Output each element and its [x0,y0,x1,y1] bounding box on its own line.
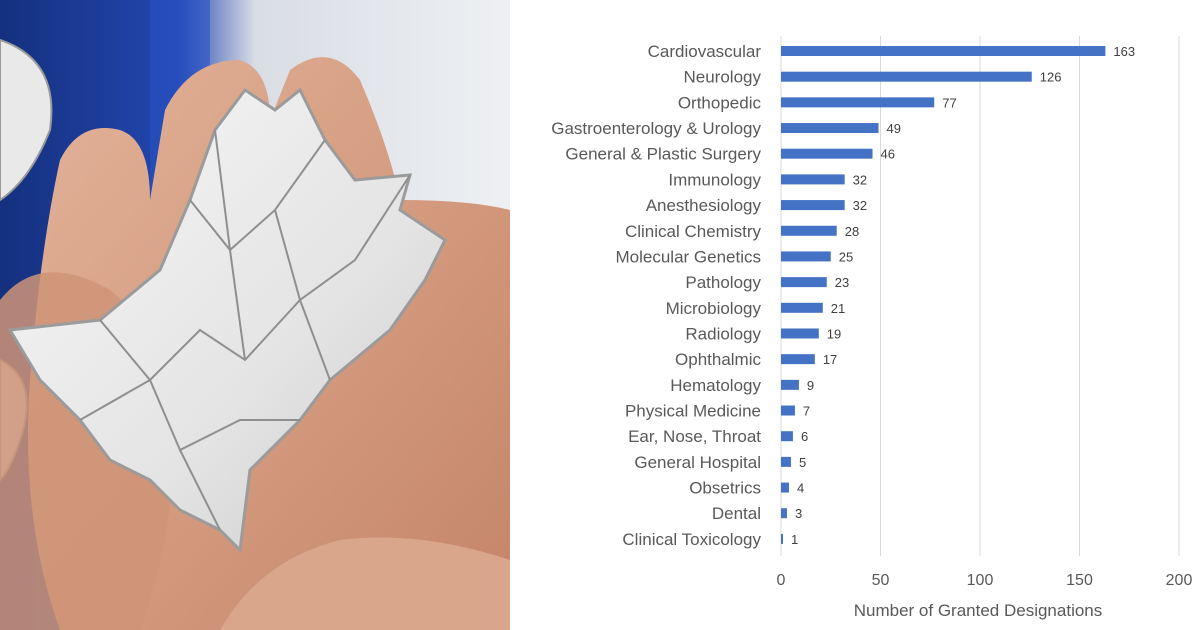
bar-5 [781,148,873,159]
data-label-9: 25 [839,249,853,264]
bar-9 [781,251,831,262]
category-label-18: Obsetrics [689,479,761,498]
category-label-12: Radiology [685,324,761,343]
data-label-13: 17 [823,352,837,367]
bar-15 [781,405,795,416]
data-label-14: 9 [807,378,814,393]
category-label-10: Pathology [685,273,761,292]
x-tick-label-50: 50 [872,572,890,589]
category-label-4: Gastroenterology & Urology [551,119,761,138]
bar-12 [781,328,819,339]
data-label-12: 19 [827,326,841,341]
data-label-20: 1 [791,532,798,547]
bar-13 [781,354,815,365]
x-tick-label-150: 150 [1066,572,1093,589]
category-label-1: Cardiovascular [648,42,762,61]
category-label-13: Ophthalmic [675,350,761,369]
data-label-2: 126 [1040,70,1062,85]
bar-4 [781,123,879,134]
bar-7 [781,200,845,211]
category-label-11: Microbiology [666,299,762,318]
bar-14 [781,379,799,390]
bar-19 [781,508,787,519]
x-tick-label-100: 100 [967,572,994,589]
bar-10 [781,277,827,288]
bar-17 [781,456,791,467]
bar-3 [781,97,935,108]
bar-18 [781,482,789,493]
data-label-5: 46 [881,147,895,162]
data-label-16: 6 [801,429,808,444]
category-label-20: Clinical Toxicology [622,530,761,549]
bar-11 [781,302,823,313]
data-label-4: 49 [887,121,901,136]
chart-area: 0 50 100 150 200 Cardiovascular 163 Neurology 12… [510,0,1200,630]
bar-16 [781,431,793,442]
x-tick-label-0: 0 [777,572,786,589]
category-label-16: Ear, Nose, Throat [628,427,761,446]
x-axis-title: Number of Granted Designations [854,601,1103,620]
category-label-8: Clinical Chemistry [625,222,762,241]
category-label-3: Orthopedic [678,93,762,112]
data-label-10: 23 [835,275,849,290]
category-label-6: Immunology [668,170,761,189]
data-label-6: 32 [853,172,867,187]
data-label-19: 3 [795,506,802,521]
data-label-17: 5 [799,455,806,470]
data-label-18: 4 [797,481,804,496]
data-label-3: 77 [942,95,956,110]
category-label-7: Anesthesiology [646,196,762,215]
category-label-9: Molecular Genetics [615,247,761,266]
bar-1 [781,46,1106,56]
category-label-5: General & Plastic Surgery [565,145,761,164]
category-label-2: Neurology [684,68,762,87]
device-photo [0,0,510,630]
data-label-1: 163 [1113,44,1135,59]
data-label-15: 7 [803,404,810,419]
bar-20 [781,533,783,544]
category-label-17: General Hospital [634,453,761,472]
x-tick-label-200: 200 [1166,572,1193,589]
category-label-15: Physical Medicine [625,402,761,421]
bar-6 [781,174,845,185]
category-label-14: Hematology [670,376,761,395]
bar-8 [781,225,837,236]
stent-device-photo-icon [0,0,510,630]
data-label-8: 28 [845,224,859,239]
data-label-11: 21 [831,301,845,316]
bar-2 [781,71,1032,82]
data-label-7: 32 [853,198,867,213]
category-label-19: Dental [712,504,761,523]
